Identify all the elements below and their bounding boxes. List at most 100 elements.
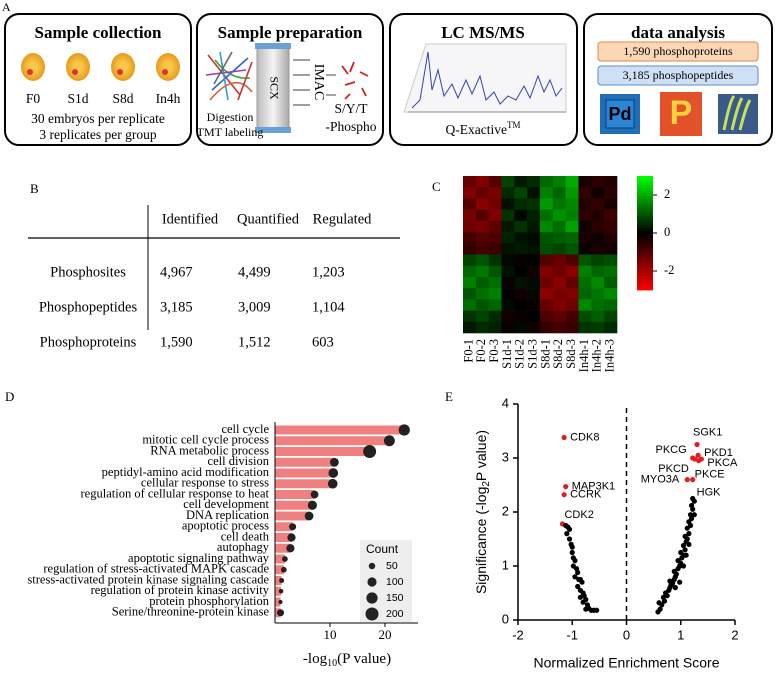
category-label: peptidyl-amino acid modification [102, 465, 270, 479]
column-label: F0-3 [487, 339, 501, 363]
column-label: S1d-1 [500, 339, 514, 369]
enrichment-label: IMAC [311, 64, 326, 101]
category-label: RNA metabolic process [150, 443, 269, 457]
heat-cell [578, 299, 592, 311]
group-label: F0 [26, 91, 41, 106]
heat-cell [488, 243, 502, 255]
heat-cell [514, 243, 528, 255]
y-tick-label: 1 [502, 557, 509, 572]
table-cell: 4,967 [160, 264, 193, 280]
heat-cell [540, 209, 554, 222]
category-label: stress-activated protein kinase signalin… [27, 572, 269, 586]
heat-cell [578, 321, 592, 334]
count-dot [383, 435, 395, 447]
heat-cell [552, 265, 566, 278]
bar [275, 597, 281, 607]
heat-cell [591, 299, 605, 311]
heat-cell [488, 254, 502, 267]
column-label: In4h-3 [602, 339, 616, 372]
point-label: HGK [697, 487, 722, 499]
heat-cell [604, 187, 618, 199]
category-label: mitotic cell cycle process [142, 433, 269, 447]
heat-cell [604, 265, 618, 278]
count-dot [327, 478, 338, 489]
colorbar-step [637, 195, 653, 200]
count-box [597, 41, 759, 62]
colorbar-step [637, 184, 653, 188]
point [691, 512, 697, 518]
heat-cell [475, 265, 489, 278]
heat-cell [475, 310, 489, 323]
heat-cell [591, 310, 605, 323]
heat-cell [552, 321, 566, 334]
legend-dot [367, 577, 377, 587]
colorbar-step [637, 278, 653, 282]
colorbar-step [637, 178, 653, 183]
heat-cell [578, 276, 592, 289]
point [667, 578, 673, 584]
legend-title: Count [366, 542, 399, 556]
heat-cell [552, 276, 566, 289]
bar [275, 468, 334, 478]
heat-cell [591, 198, 605, 210]
heat-cell [540, 276, 554, 289]
heat-cell [501, 220, 515, 233]
point-label: MYO3A [641, 474, 680, 486]
heat-cell [591, 321, 605, 334]
heat-cell [463, 276, 477, 289]
colorbar-step [637, 241, 653, 245]
heat-cell [552, 220, 566, 233]
y-tick-label: 3 [502, 449, 509, 464]
point [594, 607, 600, 613]
arrows [293, 59, 336, 106]
software-icon [605, 99, 635, 129]
heat-cell [488, 276, 502, 289]
heat-cell [527, 299, 541, 311]
colorbar-step [637, 193, 653, 197]
colorbar-step [637, 287, 653, 291]
point [577, 594, 583, 600]
note: 30 embryos per replicate [31, 111, 165, 126]
heat-cell [604, 321, 618, 334]
colorbar-step [637, 198, 653, 203]
count-box [597, 65, 759, 86]
colorbar-step [637, 235, 653, 240]
category-label: regulation of protein kinase activity [91, 583, 270, 597]
heat-cell [527, 310, 541, 323]
step-title: data analysis [631, 23, 725, 42]
heat-cell [514, 254, 528, 267]
heat-cell [540, 254, 554, 267]
heat-cell [591, 176, 605, 188]
heat-cell [488, 187, 502, 199]
x-tick-label: 1 [677, 627, 684, 642]
legend-label: 100 [386, 576, 404, 588]
bar [275, 522, 293, 532]
category-label: cell death [221, 529, 270, 543]
heat-cell [578, 310, 592, 323]
heat-cell [475, 176, 489, 188]
colorbar-step [637, 264, 653, 268]
heat-cell [540, 299, 554, 311]
heat-cell [514, 288, 528, 300]
heat-cell [591, 254, 605, 267]
column-label: S8d-2 [551, 339, 565, 369]
heat-cell [604, 209, 618, 222]
count-dot [281, 556, 288, 562]
heat-cell [475, 288, 489, 300]
point [675, 558, 681, 564]
note: 3 replicates per group [39, 127, 157, 142]
point [680, 563, 687, 569]
software-icon [660, 92, 702, 136]
bar [275, 500, 313, 510]
heat-cell [463, 209, 477, 222]
point [575, 583, 581, 590]
heat-cell [552, 232, 566, 244]
step-title: LC MS/MS [441, 23, 525, 42]
x-title-main: -log [303, 651, 328, 667]
column-label: F0-1 [461, 339, 475, 363]
point [682, 533, 688, 539]
group-label: S1d [67, 91, 88, 106]
bar [275, 511, 310, 521]
x-title-tail: (P value) [337, 651, 391, 667]
heat-cell [514, 176, 528, 188]
